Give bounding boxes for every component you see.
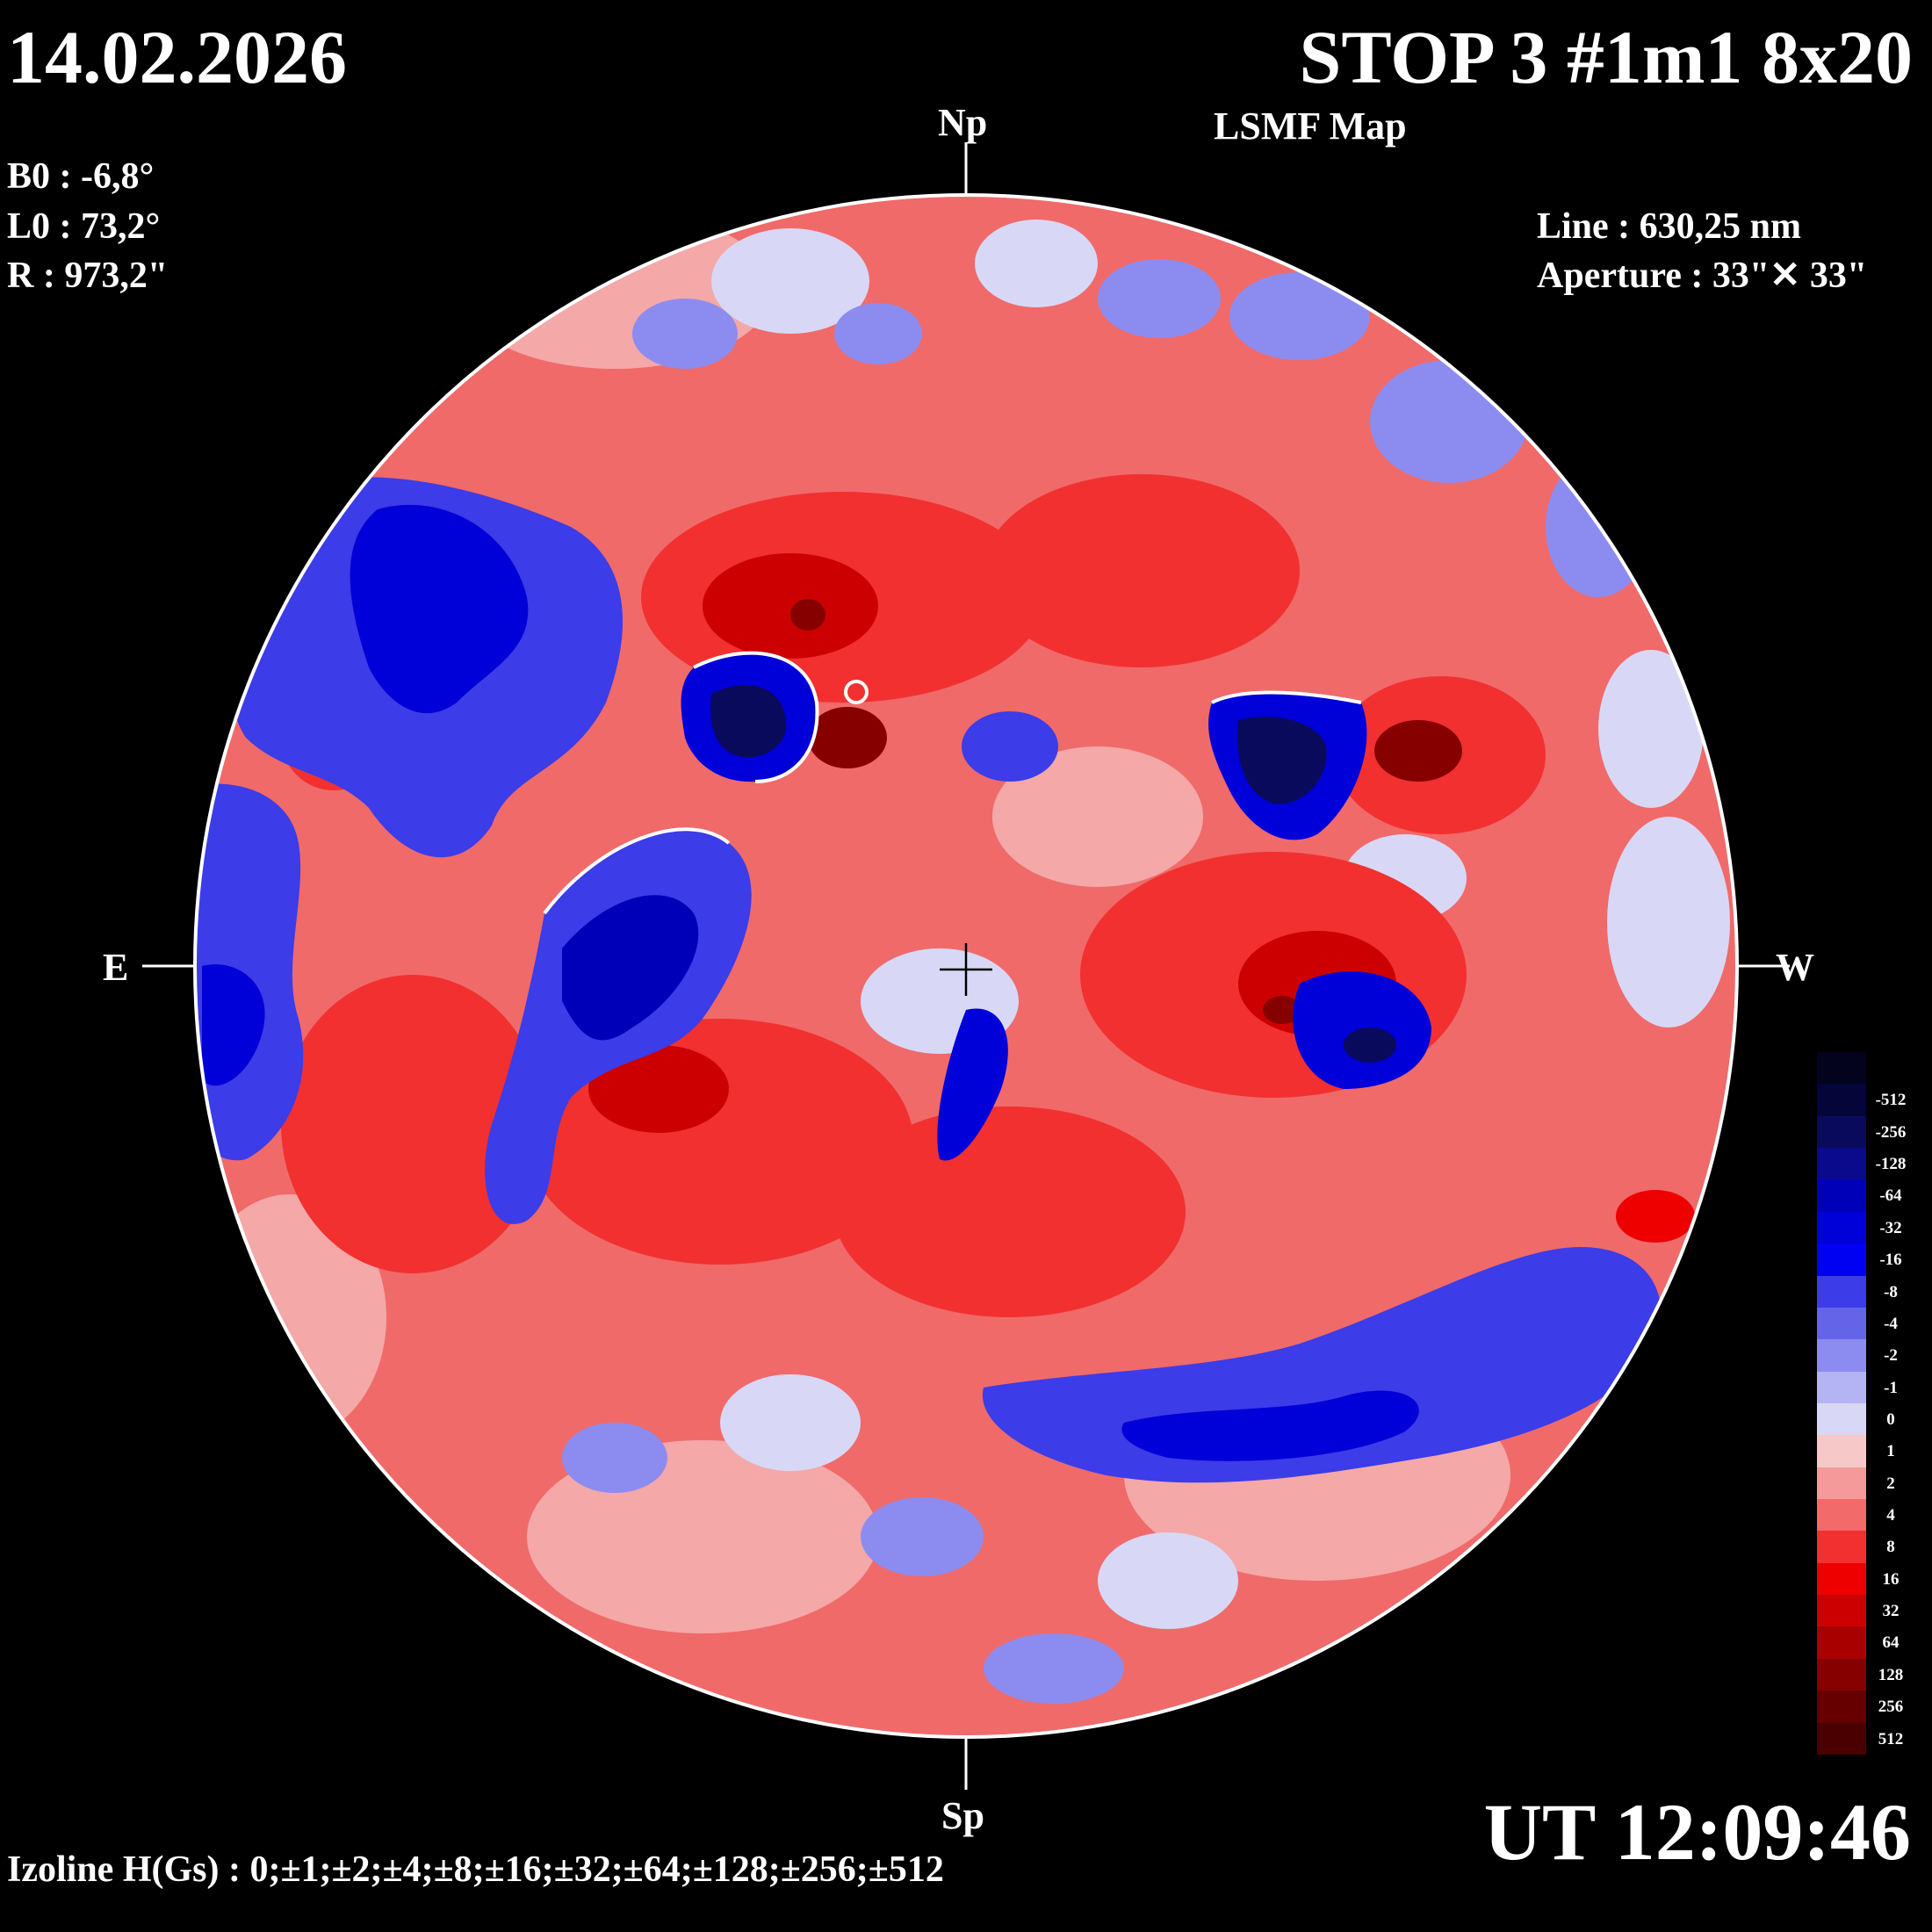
west-label: W: [1776, 946, 1814, 989]
isoline-levels: Izoline H(Gs) : 0;±1;±2;±4;±8;±16;±32;±6…: [7, 1849, 944, 1890]
legend-level: 512: [1817, 1722, 1915, 1755]
legend-level: -2: [1817, 1339, 1915, 1372]
map-subtitle: LSMF Map: [1214, 105, 1407, 148]
legend-level: -1: [1817, 1371, 1915, 1403]
legend-label: -128: [1875, 1155, 1907, 1174]
legend-swatch: [1817, 1402, 1866, 1436]
legend-level: -256: [1817, 1115, 1915, 1149]
legend-label: -16: [1879, 1251, 1902, 1270]
b0-value: B0 : -6,8°: [7, 156, 155, 197]
legend-level: -16: [1817, 1244, 1915, 1276]
legend-level: 32: [1817, 1595, 1915, 1627]
legend-swatch: [1817, 1499, 1866, 1532]
color-legend: -512 -256 -128 -64 -32 -16 -8 -4 -2 -1 0 1 2 4 8 16 32 64…: [1817, 1052, 1915, 1755]
legend-level: 2: [1817, 1467, 1915, 1500]
legend-swatch: [1817, 1115, 1866, 1149]
legend-level: -512: [1817, 1084, 1915, 1116]
legend-swatch: [1817, 1690, 1866, 1723]
legend-level: -4: [1817, 1307, 1915, 1340]
legend-level: [1817, 1052, 1915, 1085]
legend-level: 64: [1817, 1626, 1915, 1659]
legend-level: 16: [1817, 1562, 1915, 1596]
direction-ticks: [142, 142, 1790, 1790]
l0-value: L0 : 73,2°: [7, 206, 161, 247]
legend-level: 1: [1817, 1435, 1915, 1467]
legend-swatch: [1817, 1307, 1866, 1340]
south-pole-label: Sp: [941, 1794, 984, 1837]
center-crosshair: [940, 943, 992, 996]
legend-label: -512: [1875, 1091, 1907, 1110]
legend-swatch: [1817, 1626, 1866, 1659]
map-title: STOP 3 #1m1 8x20: [1299, 15, 1913, 99]
legend-swatch: [1817, 1595, 1866, 1627]
legend-level: 8: [1817, 1531, 1915, 1563]
legend-swatch: [1817, 1052, 1866, 1085]
legend-label: -4: [1884, 1314, 1898, 1333]
legend-level: 0: [1817, 1402, 1915, 1436]
legend-label: 512: [1878, 1729, 1904, 1748]
legend-label: -1: [1884, 1378, 1898, 1397]
legend-label: 2: [1886, 1474, 1895, 1493]
legend-label: 128: [1878, 1665, 1904, 1684]
legend-label: 4: [1886, 1506, 1895, 1525]
solar-disk: [195, 195, 1737, 1737]
north-pole-label: Np: [938, 101, 988, 144]
legend-label: -32: [1879, 1218, 1902, 1237]
legend-label: -64: [1879, 1186, 1902, 1206]
legend-swatch: [1817, 1435, 1866, 1467]
legend-swatch: [1817, 1179, 1866, 1212]
legend-level: 256: [1817, 1690, 1915, 1723]
legend-label: 256: [1878, 1698, 1904, 1717]
legend-label: 64: [1882, 1633, 1900, 1653]
legend-level: 4: [1817, 1499, 1915, 1532]
legend-swatch: [1817, 1562, 1866, 1596]
legend-label: -8: [1884, 1282, 1898, 1301]
legend-swatch: [1817, 1244, 1866, 1276]
universal-time: UT 12:09:46: [1483, 1787, 1911, 1877]
radius-value: R : 973,2": [7, 256, 169, 296]
observation-date: 14.02.2026: [7, 15, 347, 99]
legend-level: 128: [1817, 1658, 1915, 1691]
legend-label: -2: [1884, 1346, 1898, 1366]
legend-label: 8: [1886, 1538, 1895, 1557]
legend-label: 1: [1886, 1442, 1895, 1461]
legend-level: -64: [1817, 1179, 1915, 1212]
east-label: E: [103, 946, 129, 989]
legend-swatch: [1817, 1371, 1866, 1403]
legend-swatch: [1817, 1467, 1866, 1500]
legend-level: -128: [1817, 1148, 1915, 1180]
legend-level: -8: [1817, 1275, 1915, 1308]
legend-swatch: [1817, 1148, 1866, 1180]
legend-swatch: [1817, 1275, 1866, 1308]
legend-label: -256: [1875, 1122, 1907, 1142]
legend-label: 16: [1882, 1569, 1900, 1589]
legend-swatch: [1817, 1722, 1866, 1755]
legend-swatch: [1817, 1658, 1866, 1691]
legend-label: 0: [1886, 1409, 1895, 1429]
legend-swatch: [1817, 1211, 1866, 1244]
aperture-value: Aperture : 33"✕ 33": [1537, 256, 1868, 296]
legend-swatch: [1817, 1339, 1866, 1372]
spectral-line-value: Line : 630,25 nm: [1537, 206, 1802, 247]
legend-level: -32: [1817, 1211, 1915, 1244]
legend-label: 32: [1882, 1602, 1900, 1621]
legend-swatch: [1817, 1084, 1866, 1116]
legend-swatch: [1817, 1531, 1866, 1563]
